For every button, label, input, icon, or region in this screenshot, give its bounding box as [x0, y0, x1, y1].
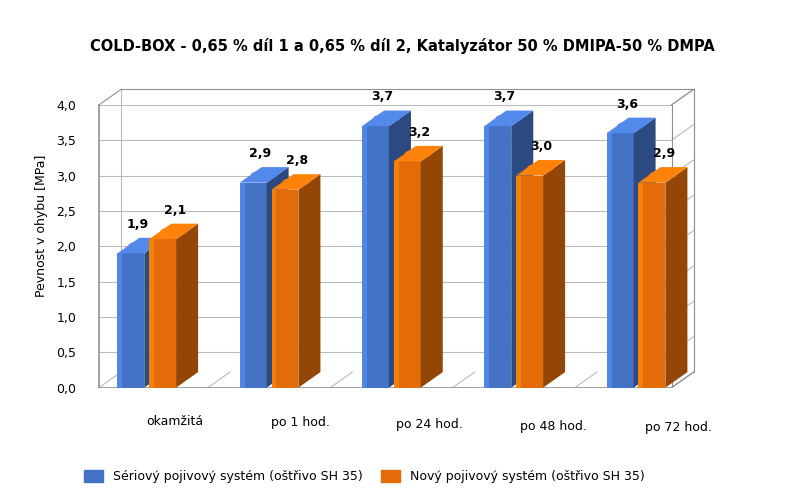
Text: 3,2: 3,2 [409, 126, 431, 139]
Ellipse shape [282, 177, 309, 186]
Polygon shape [118, 253, 122, 388]
Text: 2,1: 2,1 [163, 204, 186, 217]
Ellipse shape [527, 164, 554, 172]
Y-axis label: Pevnost v ohybu [MPa]: Pevnost v ohybu [MPa] [35, 155, 48, 297]
Polygon shape [607, 133, 611, 388]
Polygon shape [362, 110, 411, 126]
Polygon shape [271, 174, 320, 190]
Polygon shape [421, 146, 443, 388]
Polygon shape [240, 167, 289, 183]
Text: okamžitá: okamžitá [147, 414, 204, 427]
Text: 3,7: 3,7 [493, 90, 515, 103]
Polygon shape [394, 162, 398, 388]
Text: 1,9: 1,9 [126, 218, 148, 231]
Polygon shape [516, 160, 565, 175]
Polygon shape [511, 110, 533, 388]
Polygon shape [634, 118, 656, 388]
Polygon shape [389, 110, 411, 388]
Polygon shape [394, 162, 421, 388]
Polygon shape [118, 238, 166, 253]
Polygon shape [298, 174, 320, 388]
Polygon shape [607, 133, 634, 388]
Polygon shape [240, 183, 267, 388]
Polygon shape [149, 239, 154, 388]
Polygon shape [638, 183, 665, 388]
Text: 3,7: 3,7 [371, 90, 393, 103]
Ellipse shape [405, 150, 432, 158]
Polygon shape [240, 183, 245, 388]
Text: 2,9: 2,9 [249, 147, 271, 160]
Ellipse shape [160, 227, 187, 236]
Polygon shape [638, 167, 687, 183]
Polygon shape [607, 118, 656, 133]
Text: po 24 hod.: po 24 hod. [396, 418, 462, 431]
Text: 2,8: 2,8 [286, 154, 308, 167]
Polygon shape [271, 190, 276, 388]
Polygon shape [638, 183, 643, 388]
Text: po 48 hod.: po 48 hod. [520, 419, 587, 433]
Ellipse shape [251, 170, 278, 179]
Polygon shape [362, 126, 367, 388]
Ellipse shape [649, 170, 676, 179]
Polygon shape [118, 253, 144, 388]
Legend: Sériový pojivový systém (oštřivo SH 35), Nový pojivový systém (oštřivo SH 35): Sériový pojivový systém (oštřivo SH 35),… [79, 465, 650, 488]
Polygon shape [484, 126, 489, 388]
Polygon shape [516, 175, 521, 388]
Ellipse shape [373, 114, 400, 123]
Polygon shape [267, 167, 289, 388]
Text: 2,9: 2,9 [653, 147, 675, 160]
Polygon shape [271, 190, 298, 388]
Ellipse shape [129, 242, 155, 250]
Text: 3,6: 3,6 [615, 97, 638, 110]
Polygon shape [144, 238, 166, 388]
Polygon shape [484, 110, 533, 126]
Polygon shape [176, 224, 198, 388]
Ellipse shape [618, 121, 645, 130]
Text: 3,0: 3,0 [531, 140, 553, 153]
Text: po 72 hod.: po 72 hod. [645, 421, 712, 434]
Polygon shape [484, 126, 511, 388]
Polygon shape [149, 224, 198, 239]
Polygon shape [149, 239, 176, 388]
Text: po 1 hod.: po 1 hod. [271, 416, 330, 429]
Polygon shape [516, 175, 543, 388]
Title: COLD-BOX - 0,65 % díl 1 a 0,65 % díl 2, Katalyzátor 50 % DMIPA-50 % DMPA: COLD-BOX - 0,65 % díl 1 a 0,65 % díl 2, … [90, 38, 715, 54]
Polygon shape [394, 146, 443, 162]
Polygon shape [543, 160, 565, 388]
Polygon shape [362, 126, 389, 388]
Ellipse shape [495, 114, 522, 123]
Polygon shape [665, 167, 687, 388]
